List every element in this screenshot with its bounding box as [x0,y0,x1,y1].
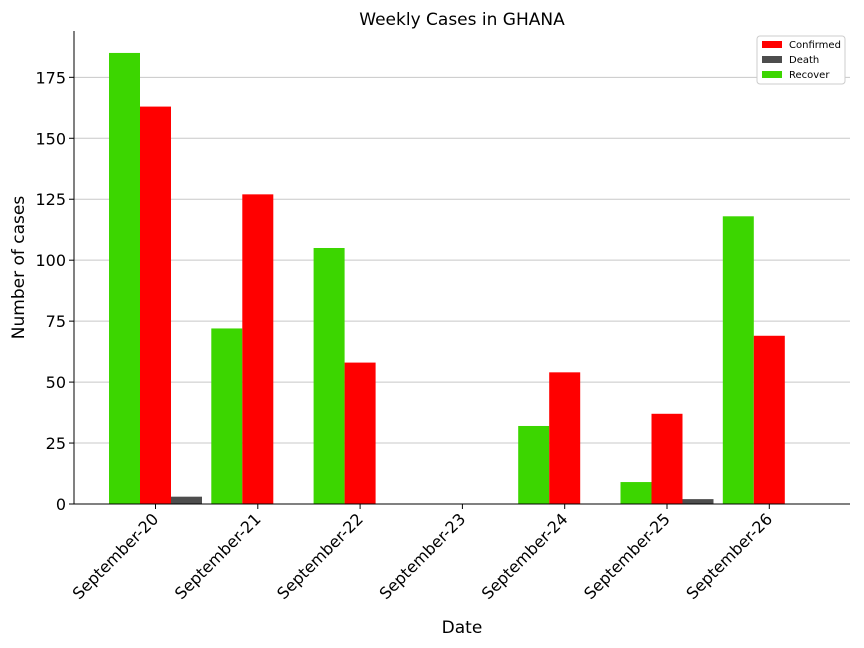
bar-confirmed [242,194,274,505]
bar-confirmed [753,335,785,504]
legend-swatch-recover [762,71,782,78]
bars [109,52,785,505]
bar-recover [620,482,652,504]
y-tick-label: 125 [35,190,66,209]
bar-recover [313,247,345,504]
y-tick-label: 100 [35,251,66,270]
legend-swatch-confirmed [762,41,782,48]
y-tick-label: 150 [35,129,66,148]
x-tick-label: September-23 [376,509,470,603]
x-tick-label: September-22 [273,509,367,603]
legend-swatch-death [762,56,782,63]
bar-death [682,499,714,504]
legend-label-recover: Recover [789,70,830,81]
bar-recover [109,52,140,504]
bar-death [171,496,202,504]
bar-recover [722,216,754,505]
x-tick-label: September-26 [682,509,776,603]
y-ticks: 0 25 50 75 100 125 150 175 [35,68,74,514]
bar-recover [211,328,243,504]
y-tick-label: 75 [46,312,66,331]
y-axis-label: Number of cases [9,196,29,340]
y-tick-label: 0 [56,495,66,514]
bar-confirmed [344,362,376,504]
legend-label-death: Death [789,55,819,66]
bar-confirmed [549,372,581,504]
x-ticks: September-20 September-21 September-22 Sept… [69,504,776,603]
bar-confirmed [140,106,171,505]
legend-label-confirmed: Confirmed [789,40,841,51]
x-tick-label: September-25 [580,509,674,603]
chart-title: Weekly Cases in GHANA [359,10,565,30]
y-tick-label: 175 [35,68,66,87]
bar-confirmed [651,413,683,504]
y-tick-label: 50 [46,373,66,392]
grid-lines [74,76,850,444]
x-tick-label: September-21 [171,509,265,603]
bar-recover [518,425,550,504]
legend: Confirmed Death Recover [756,35,846,85]
x-tick-label: September-24 [478,509,572,603]
x-axis-label: Date [442,618,483,638]
x-tick-label: September-20 [69,509,163,603]
y-tick-label: 25 [46,434,66,453]
